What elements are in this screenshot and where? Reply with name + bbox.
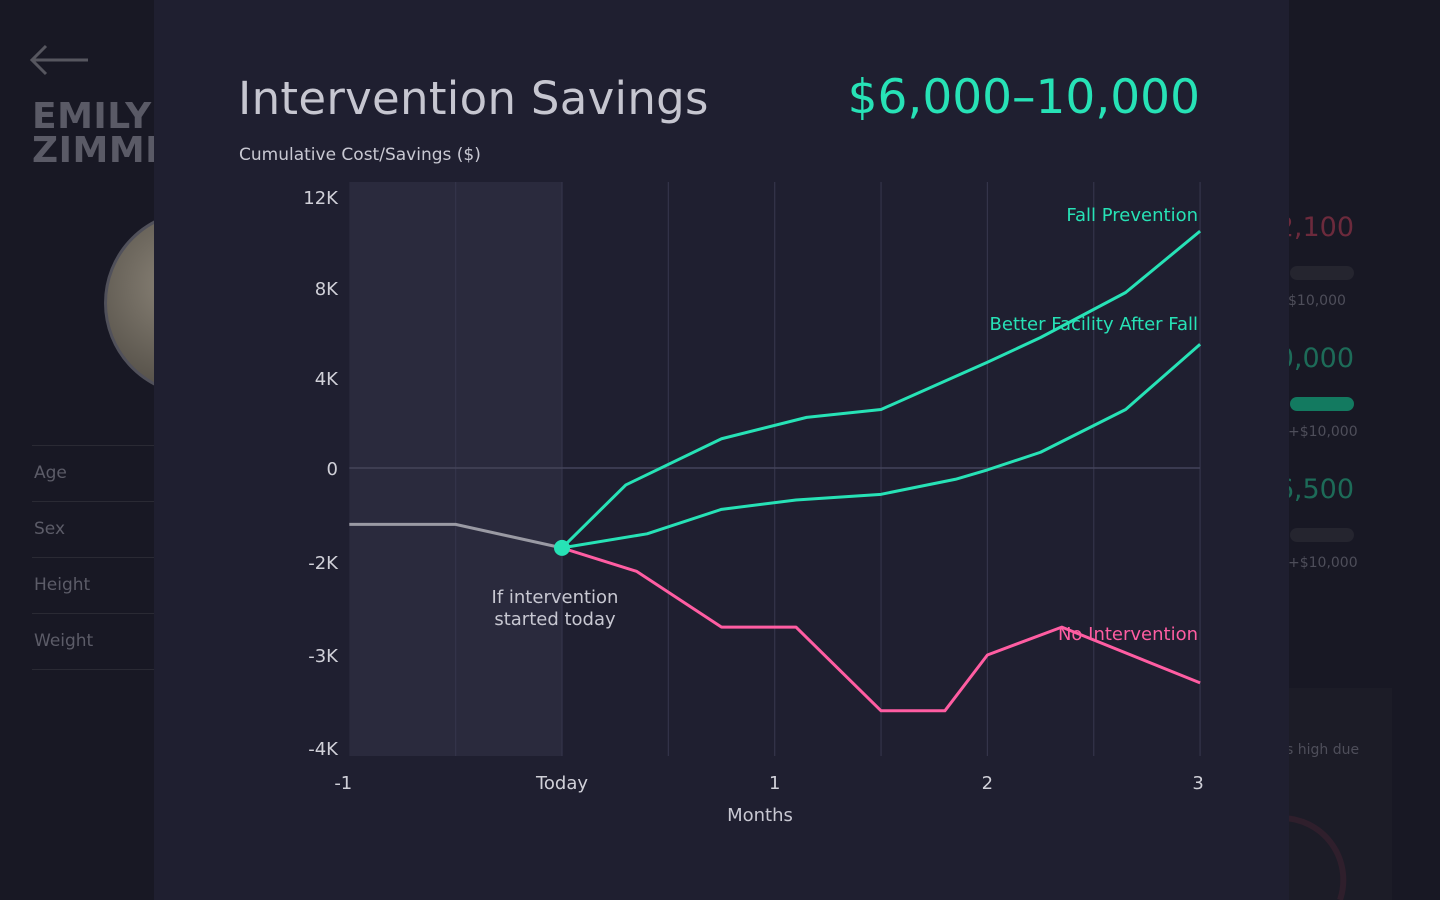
bg-bar-3 — [1290, 528, 1354, 542]
annotation-line-1: If intervention — [492, 587, 619, 608]
y-tick-label: 0 — [327, 459, 338, 480]
history-line — [349, 522, 563, 550]
x-tick-label: Today — [535, 773, 588, 794]
bg-gauge-icon — [1282, 815, 1347, 900]
y-tick-label: 4K — [315, 369, 339, 390]
savings-range-value: $6,000–10,000 — [847, 70, 1200, 125]
patient-fields: Age Sex Height Weight — [32, 445, 172, 670]
bg-amount-2: 0,000 — [1276, 343, 1354, 374]
label-no-intervention: No Intervention — [1058, 624, 1198, 645]
field-age: Age — [32, 445, 172, 501]
bg-bar-2 — [1290, 397, 1354, 411]
bg-range-1: $10,000 — [1288, 293, 1346, 309]
x-tick-label: 1 — [769, 773, 780, 794]
x-tick-label: -1 — [334, 773, 352, 794]
bg-range-2: +$10,000 — [1288, 424, 1358, 440]
bg-note: s high due — [1286, 742, 1360, 758]
bg-card — [1282, 688, 1392, 900]
bg-range-3: +$10,000 — [1288, 555, 1358, 571]
patient-name: EMILY ZIMME — [32, 96, 171, 171]
field-weight: Weight — [32, 613, 172, 670]
bg-amount-3: 6,500 — [1276, 474, 1354, 505]
back-arrow-icon[interactable] — [30, 44, 90, 76]
x-axis-title: Months — [727, 805, 793, 826]
field-sex: Sex — [32, 501, 172, 557]
y-tick-label: 8K — [315, 279, 339, 300]
bg-amount-1: 2,100 — [1276, 212, 1354, 243]
label-fall-prevention: Fall Prevention — [1066, 205, 1198, 226]
y-tick-label: -2K — [308, 553, 339, 574]
x-tick-label: 3 — [1192, 773, 1203, 794]
modal-title: Intervention Savings — [238, 72, 709, 125]
series-line-no-intervention — [561, 546, 1201, 713]
today-marker — [554, 539, 570, 556]
savings-modal — [154, 0, 1289, 900]
y-tick-label: 12K — [303, 188, 339, 209]
label-better-facility: Better Facility After Fall — [990, 314, 1198, 335]
series-line-better-facility — [561, 343, 1202, 550]
y-tick-label: -3K — [308, 646, 339, 667]
bg-bar-1 — [1290, 266, 1354, 280]
field-height: Height — [32, 557, 172, 613]
series-line-fall-prevention — [560, 229, 1202, 549]
x-tick-label: 2 — [982, 773, 993, 794]
y-tick-label: -4K — [308, 739, 339, 760]
annotation-line-2: started today — [494, 609, 616, 630]
y-axis-title: Cumulative Cost/Savings ($) — [239, 145, 481, 165]
